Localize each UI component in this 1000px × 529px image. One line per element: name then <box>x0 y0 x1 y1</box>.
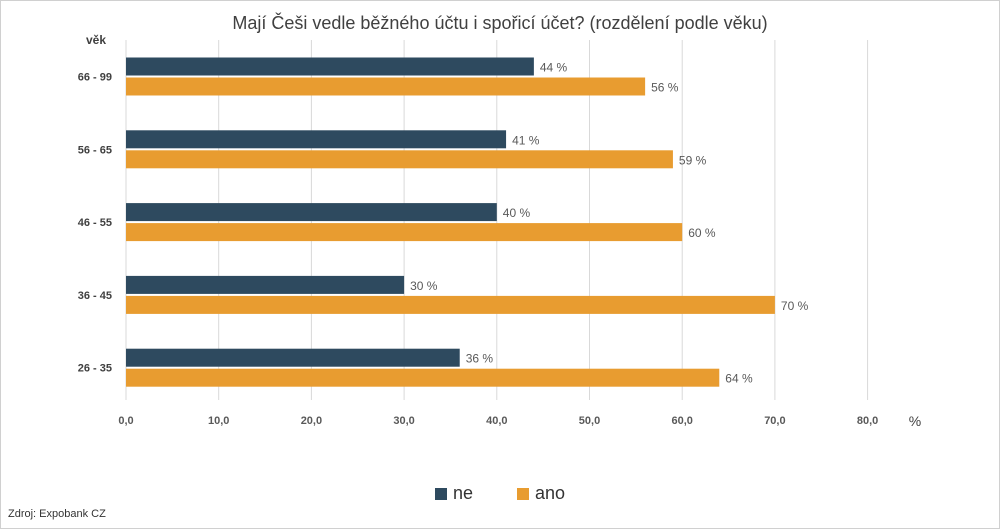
data-label-ano: 56 % <box>651 81 679 95</box>
data-label-ano: 60 % <box>688 226 716 240</box>
data-label-ne: 41 % <box>512 133 540 147</box>
x-axis-unit: % <box>909 413 921 429</box>
data-label-ne: 40 % <box>503 206 531 220</box>
y-tick-label: 46 - 55 <box>78 217 112 229</box>
data-label-ano: 59 % <box>679 153 707 167</box>
data-label-ne: 30 % <box>410 279 438 293</box>
y-tick-label: 36 - 45 <box>78 290 112 302</box>
x-tick-label: 70,0 <box>764 415 785 427</box>
x-tick-label: 50,0 <box>579 415 600 427</box>
bar-ano <box>126 223 683 242</box>
data-label-ne: 44 % <box>540 61 568 75</box>
bar-ano <box>126 368 720 387</box>
data-label-ano: 64 % <box>725 372 753 386</box>
x-tick-label: 80,0 <box>857 415 878 427</box>
x-tick-label: 40,0 <box>486 415 507 427</box>
legend: ne ano <box>0 483 1000 504</box>
data-label-ano: 70 % <box>781 299 809 313</box>
x-tick-label: 20,0 <box>301 415 322 427</box>
bar-ne <box>126 130 507 149</box>
x-tick-label: 10,0 <box>208 415 229 427</box>
bar-ano <box>126 150 673 169</box>
data-label-ne: 36 % <box>466 352 494 366</box>
legend-label-ano: ano <box>534 483 566 503</box>
bar-ne <box>126 348 460 367</box>
legend-label-ne: ne <box>452 483 473 503</box>
bar-ne <box>126 57 534 76</box>
bar-ano <box>126 77 646 96</box>
legend-item-ne: ne <box>434 483 473 504</box>
source-note: Zdroj: Expobank CZ <box>8 508 106 520</box>
legend-item-ano: ano <box>516 483 566 504</box>
x-tick-label: 30,0 <box>393 415 414 427</box>
y-tick-label: 66 - 99 <box>78 72 112 84</box>
legend-swatch-ne <box>434 487 447 500</box>
y-axis-title: věk <box>86 33 106 47</box>
x-tick-label: 60,0 <box>671 415 692 427</box>
x-tick-label: 0,0 <box>118 415 133 427</box>
bar-ano <box>126 295 775 314</box>
y-tick-label: 26 - 35 <box>78 363 112 375</box>
bar-ne <box>126 275 405 294</box>
bar-ne <box>126 203 497 222</box>
y-tick-label: 56 - 65 <box>78 144 112 156</box>
chart-title: Mají Češi vedle běžného účtu i spořicí ú… <box>232 13 768 33</box>
legend-swatch-ano <box>516 487 529 500</box>
